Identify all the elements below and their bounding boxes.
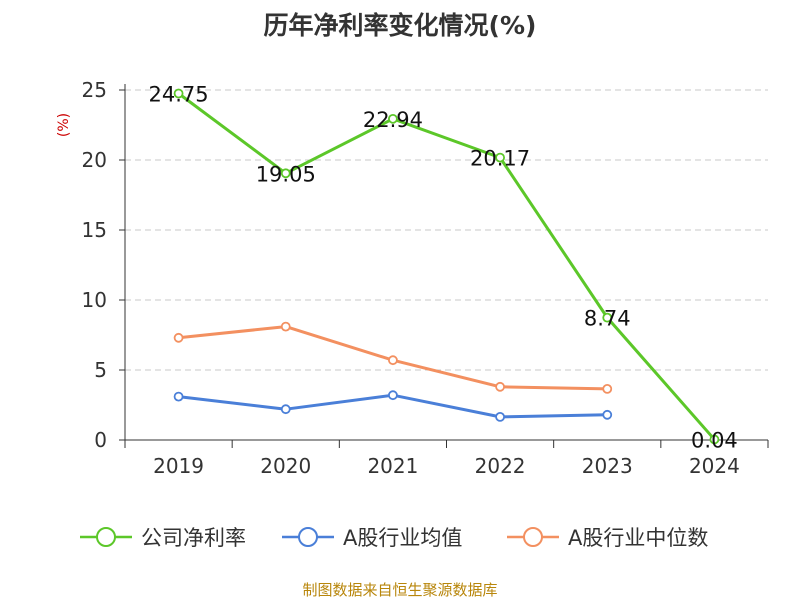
x-tick-label: 2020 — [260, 454, 311, 478]
x-tick-label: 2024 — [689, 454, 740, 478]
data-labels: 24.75 19.05 22.94 20.17 8.74 0.04 — [149, 83, 738, 453]
legend-label: A股行业均值 — [343, 526, 462, 550]
legend-label: A股行业中位数 — [568, 526, 708, 550]
chart-title: 历年净利率变化情况(%) — [263, 11, 537, 40]
legend-label: 公司净利率 — [141, 526, 246, 550]
data-point — [388, 390, 398, 401]
y-tick-label: 25 — [82, 78, 107, 102]
y-tick-label: 20 — [82, 148, 107, 172]
data-point — [602, 409, 613, 420]
data-point — [173, 332, 184, 343]
data-point — [602, 312, 613, 323]
data-point — [280, 321, 291, 332]
data-label: 0.04 — [691, 428, 738, 452]
data-point — [602, 383, 613, 394]
gridlines — [125, 89, 768, 371]
data-point — [388, 113, 398, 124]
data-point — [709, 434, 720, 445]
data-point — [173, 88, 184, 99]
axes: 0 5 10 15 20 25 (%) 2019 2020 2021 2022 2023 2024 — [56, 78, 769, 478]
data-label: 20.17 — [470, 147, 530, 171]
data-point — [495, 381, 505, 392]
source-note: 制图数据来自恒生聚源数据库 — [302, 581, 498, 599]
series-line — [177, 92, 716, 441]
data-point — [495, 152, 505, 163]
data-point — [173, 391, 184, 402]
x-tick-label: 2019 — [153, 454, 204, 478]
legend-marker — [96, 527, 116, 547]
data-label: 24.75 — [149, 83, 209, 107]
data-label: 22.94 — [363, 108, 423, 132]
data-label: 8.74 — [584, 307, 631, 331]
x-tick-label: 2022 — [475, 454, 526, 478]
legend-marker — [523, 527, 543, 547]
x-tick-label: 2023 — [582, 454, 633, 478]
data-point — [280, 168, 291, 179]
y-tick-label: 15 — [82, 218, 107, 242]
y-axis-label: (%) — [56, 113, 72, 137]
legend-marker — [298, 527, 318, 547]
legend[interactable]: 公司净利率 A股行业均值 A股行业中位数 — [80, 526, 708, 550]
y-tick-label: 0 — [94, 428, 107, 452]
y-tick-label: 5 — [94, 358, 107, 382]
data-point — [495, 411, 505, 422]
data-label: 19.05 — [256, 162, 316, 186]
data-point — [388, 355, 398, 366]
series-lines — [173, 88, 720, 445]
data-point — [280, 404, 291, 415]
x-tick-label: 2021 — [367, 454, 418, 478]
y-tick-label: 10 — [82, 288, 107, 312]
